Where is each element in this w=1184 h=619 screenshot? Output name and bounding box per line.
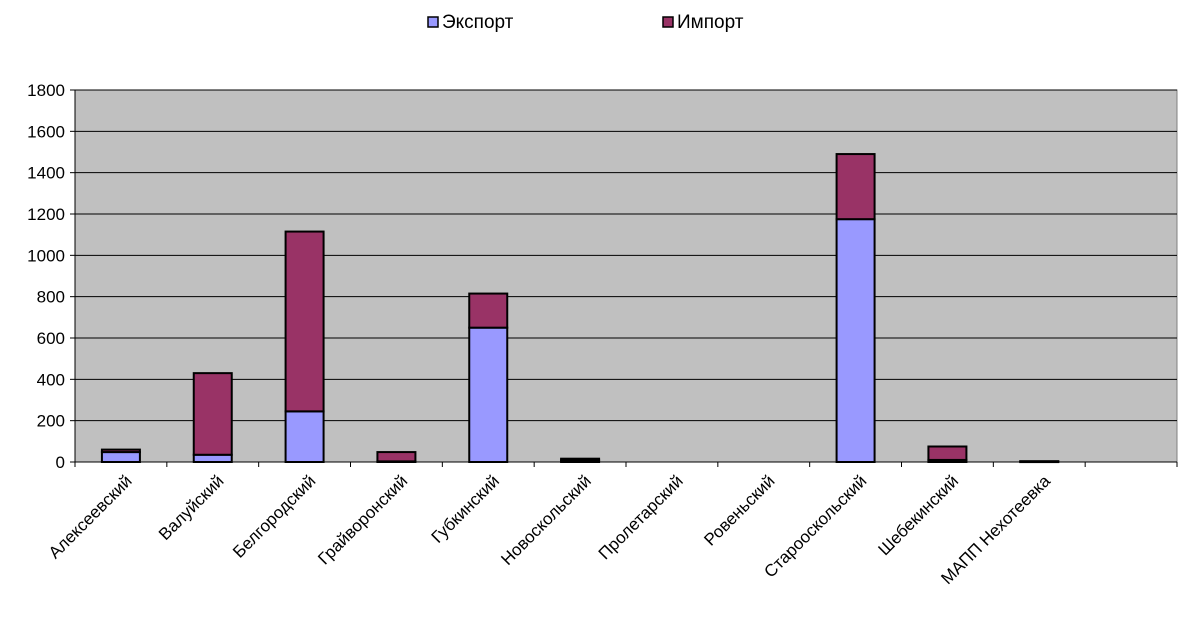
x-tick-label: Шебекинский (874, 471, 962, 559)
x-tick-label: Пролетарский (595, 471, 687, 563)
bar-segment-import (284, 230, 325, 413)
y-tick-label: 600 (37, 329, 65, 348)
bar-segment-import (927, 445, 968, 461)
plot-area (74, 89, 1178, 463)
y-tick-label: 400 (37, 370, 65, 389)
bar-segment-export (835, 218, 876, 463)
x-tick-label: Грайворонский (314, 471, 411, 568)
bar-segment-export (468, 326, 509, 463)
x-tick-label: Белгородский (229, 471, 319, 561)
y-tick-label: 0 (56, 453, 65, 472)
legend-swatch-export (427, 16, 439, 28)
plot-background (74, 89, 1178, 463)
bar-segment-import (192, 372, 233, 456)
x-tick-label: Старооскольский (760, 471, 870, 581)
legend-label-import: Импорт (677, 12, 744, 33)
x-tick-label: Новоскольский (497, 471, 595, 569)
x-tick-label: Алексеевский (45, 471, 136, 562)
y-tick-label: 1200 (27, 205, 65, 224)
y-tick-label: 1800 (27, 81, 65, 100)
legend: Экспорт Импорт (427, 12, 744, 33)
bar-segment-import (100, 448, 141, 454)
y-tick-label: 200 (37, 412, 65, 431)
y-tick-label: 1000 (27, 246, 65, 265)
bar-segment-import (376, 451, 417, 463)
bars (100, 153, 1060, 464)
bar-segment-import (835, 153, 876, 221)
bar-segment-export (284, 410, 325, 464)
bar-segment-export (192, 453, 233, 463)
legend-label-export: Экспорт (442, 12, 514, 33)
bar-segment-import (560, 457, 601, 462)
x-tick-label: Ровеньский (700, 471, 778, 549)
y-tick-label: 1400 (27, 164, 65, 183)
bar-segment-import (468, 292, 509, 329)
x-tick-label: Губкинский (428, 471, 503, 546)
y-tick-label: 1600 (27, 122, 65, 141)
y-tick-label: 800 (37, 288, 65, 307)
legend-swatch-import (662, 16, 674, 28)
bar-segment-export (100, 451, 141, 463)
x-tick-label: Валуйский (155, 471, 228, 544)
